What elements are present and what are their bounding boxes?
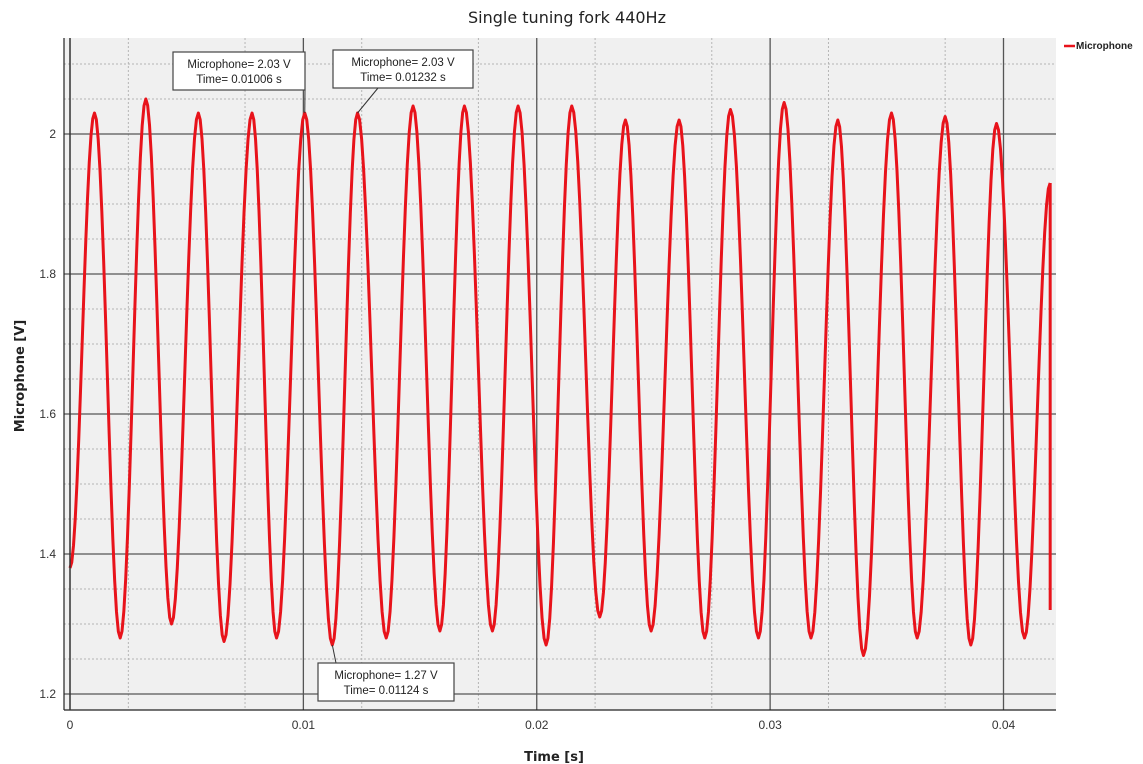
- annotation-box: [172, 51, 306, 91]
- x-tick-label: 0.04: [992, 718, 1016, 732]
- annotation-time: Time= 0.01006 s: [196, 74, 282, 86]
- series-line-microphone: [68, 97, 1052, 657]
- annotation-value: Microphone= 2.03 V: [351, 57, 455, 69]
- annotation-value: Microphone= 1.27 V: [334, 670, 438, 682]
- chart-title: Single tuning fork 440Hz: [468, 8, 666, 27]
- annotation-time: Time= 0.01232 s: [360, 72, 446, 84]
- y-axis-label: Microphone [V]: [13, 320, 28, 432]
- annotation-box: [332, 49, 474, 89]
- annotation-connector: [357, 87, 379, 114]
- x-axis-label: Time [s]: [524, 750, 584, 764]
- annotations: Microphone= 2.03 V Time= 0.01006 s Microph…: [172, 49, 474, 702]
- y-tick-label: 1.8: [39, 267, 56, 281]
- tick-labels: 0 0.01 0.02 0.03 0.04 1.2 1.4 1.6 1.8 2: [39, 127, 1015, 732]
- legend[interactable]: Microphone: [1064, 41, 1133, 52]
- x-tick-label: 0.01: [292, 718, 316, 732]
- annotation-time: Time= 0.01124 s: [344, 685, 429, 697]
- x-tick-label: 0.03: [758, 718, 782, 732]
- annotation-connector: [331, 644, 337, 664]
- x-tick-label: 0: [67, 718, 74, 732]
- annotation-value: Microphone= 2.03 V: [187, 59, 291, 71]
- axes: [63, 38, 1056, 711]
- series-layer: [68, 97, 1052, 657]
- legend-label: Microphone: [1076, 41, 1133, 52]
- y-tick-label: 1.4: [39, 547, 56, 561]
- y-tick-label: 1.6: [39, 407, 56, 421]
- y-tick-label: 2: [49, 127, 56, 141]
- x-tick-label: 0.02: [525, 718, 549, 732]
- y-tick-label: 1.2: [39, 687, 56, 701]
- annotation-box: [317, 662, 455, 702]
